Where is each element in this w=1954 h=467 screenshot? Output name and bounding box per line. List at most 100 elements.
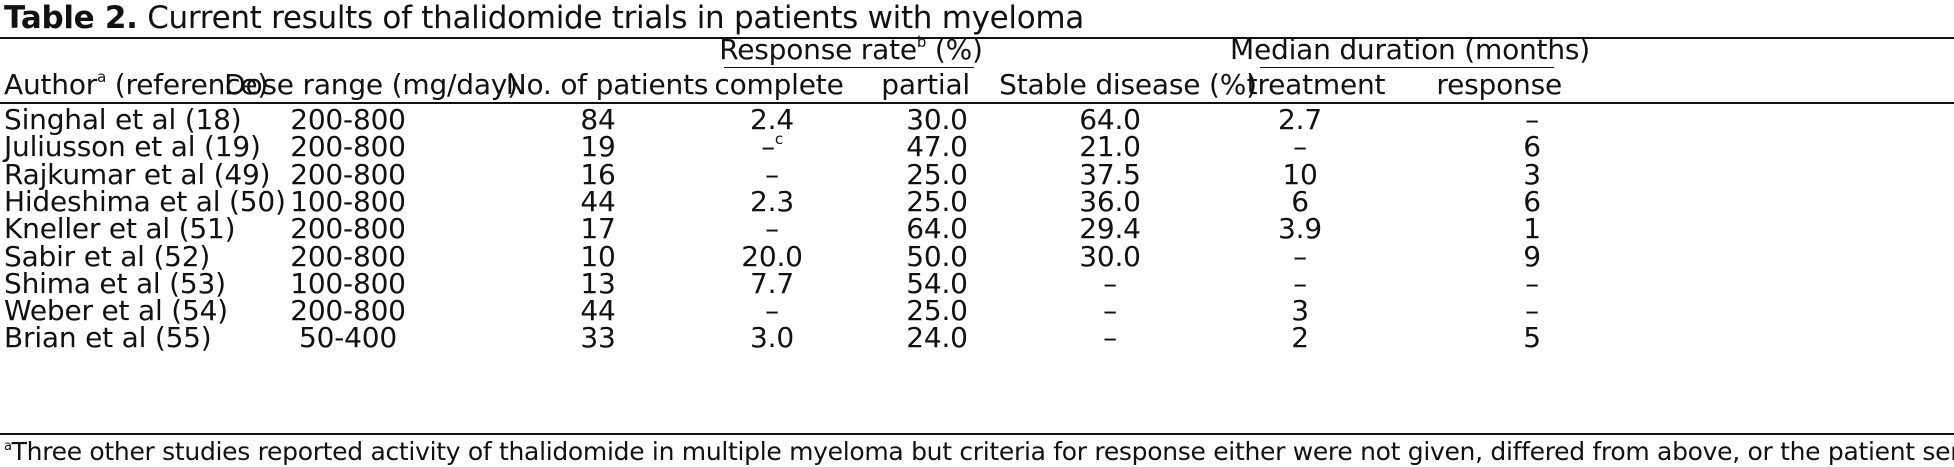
cell-author-value: Brian et al (55) — [4, 321, 212, 355]
col-header-author: Authora (reference) — [4, 68, 268, 102]
cell-author: Rajkumar et al (49) — [4, 157, 271, 192]
table-caption-label: Table 2. — [4, 0, 138, 36]
cell-dose: 200-800 — [290, 294, 406, 328]
cell-dose-value: 200-800 — [290, 103, 406, 136]
cell-dose-value: 200-800 — [290, 130, 406, 164]
cell-complete: – — [765, 158, 779, 192]
cell-patients: 84 — [580, 103, 615, 137]
cell-author-value: Rajkumar et al (49) — [4, 157, 271, 191]
cell-author-value: Kneller et al (51) — [4, 212, 236, 246]
cell-stable: – — [1103, 294, 1117, 328]
cell-complete-value: 2.3 — [750, 184, 794, 218]
col-header-partial: partial — [881, 68, 970, 101]
cell-partial: 30.0 — [906, 103, 968, 137]
cell-treatment-value: – — [1293, 266, 1307, 300]
cell-patients-value: 44 — [580, 184, 616, 218]
cell-partial: 47.0 — [906, 130, 968, 164]
cell-dose: 50-400 — [299, 321, 397, 355]
cell-patients: 10 — [580, 240, 615, 274]
cell-patients: 44 — [580, 185, 615, 219]
cell-stable: 36.0 — [1079, 185, 1141, 219]
cell-patients-value: 10 — [580, 239, 616, 273]
cell-response-value: 1 — [1523, 212, 1541, 246]
cell-footnote-mark: c — [774, 130, 783, 149]
cell-treatment: – — [1293, 240, 1307, 274]
cell-dose: 200-800 — [290, 240, 406, 274]
col-header-author-suffix: (reference) — [106, 68, 269, 101]
cell-partial: 24.0 — [906, 321, 968, 355]
cell-patients: 33 — [580, 321, 615, 355]
cell-response-value: – — [1525, 294, 1539, 328]
cell-response: 6 — [1523, 130, 1541, 164]
cell-author: Hideshima et al (50) — [4, 185, 286, 219]
col-header-complete: complete — [714, 68, 844, 101]
cell-complete: 3.0 — [750, 321, 794, 355]
cell-stable-value: – — [1103, 266, 1117, 300]
response-rate-label: Response rate — [719, 33, 917, 66]
response-rate-unit: (%) — [926, 33, 983, 66]
cell-response: 3 — [1523, 158, 1541, 192]
cell-treatment: 3.9 — [1278, 212, 1322, 246]
cell-dose-value: 200-800 — [290, 212, 406, 246]
cell-dose: 200-800 — [290, 158, 406, 192]
cell-response-value: 3 — [1523, 157, 1541, 191]
cell-dose-value: 200-800 — [290, 157, 406, 191]
table-caption-text: Current results of thalidomide trials in… — [137, 0, 1084, 36]
cell-dose: 200-800 — [290, 130, 406, 164]
cell-dose-value: 100-800 — [290, 184, 406, 218]
cell-stable: – — [1103, 267, 1117, 301]
cell-dose-value: 100-800 — [290, 266, 406, 300]
cell-patients-value: 17 — [580, 212, 616, 246]
cell-treatment-value: 3.9 — [1278, 212, 1322, 246]
cell-complete: 2.3 — [750, 185, 794, 219]
cell-treatment-value: 2 — [1291, 321, 1309, 355]
cell-partial-value: 64.0 — [906, 212, 968, 246]
cell-author: Weber et al (54) — [4, 294, 228, 328]
cell-complete: 7.7 — [750, 267, 794, 301]
cell-response-value: – — [1525, 266, 1539, 300]
cell-response-value: 5 — [1523, 321, 1541, 355]
cell-response: – — [1525, 103, 1539, 137]
author-footnote-mark: a — [97, 68, 107, 86]
cell-dose: 100-800 — [290, 185, 406, 219]
cell-partial-value: 47.0 — [906, 130, 968, 164]
cell-complete: – — [765, 294, 779, 328]
header-rule — [0, 102, 1954, 104]
median-duration-underline — [1260, 67, 1554, 68]
cell-dose-value: 200-800 — [290, 294, 406, 328]
cell-response: 6 — [1523, 185, 1541, 219]
cell-treatment: 6 — [1291, 185, 1309, 219]
cell-stable-value: – — [1103, 321, 1117, 355]
cell-author: Shima et al (53) — [4, 267, 226, 301]
cell-partial: 25.0 — [906, 185, 968, 219]
cell-dose: 200-800 — [290, 212, 406, 246]
cell-patients: 44 — [580, 294, 615, 328]
cell-patients-value: 33 — [580, 321, 616, 355]
table-caption: Table 2. Current results of thalidomide … — [4, 0, 1084, 38]
cell-stable: 30.0 — [1079, 240, 1141, 274]
cell-response: 9 — [1523, 240, 1541, 274]
cell-author-value: Weber et al (54) — [4, 294, 228, 328]
cell-patients: 16 — [580, 158, 615, 192]
cell-complete: – — [765, 212, 779, 246]
cell-response-value: 6 — [1523, 130, 1541, 164]
cell-author-value: Sabir et al (52) — [4, 239, 211, 273]
cell-patients-value: 16 — [580, 157, 616, 191]
cell-treatment: 10 — [1282, 158, 1317, 192]
cell-treatment-value: 2.7 — [1278, 103, 1322, 136]
col-header-patients: No. of patients — [505, 68, 709, 101]
col-header-dose: Dose range (mg/day) — [224, 68, 518, 101]
cell-stable: 37.5 — [1079, 158, 1141, 192]
cell-patients-value: 84 — [580, 103, 616, 136]
cell-partial: 50.0 — [906, 240, 968, 274]
cell-response-value: 6 — [1523, 184, 1541, 218]
footnote-mark: a — [4, 439, 12, 454]
cell-author-value: Singhal et al (18) — [4, 103, 242, 136]
cell-complete-value: 20.0 — [741, 239, 803, 273]
cell-author: Sabir et al (52) — [4, 240, 210, 274]
cell-stable-value: 29.4 — [1079, 212, 1141, 246]
cell-treatment: 2 — [1291, 321, 1309, 355]
col-header-treatment: treatment — [1246, 68, 1386, 101]
cell-response-value: – — [1525, 103, 1539, 136]
cell-stable-value: 37.5 — [1079, 157, 1141, 191]
